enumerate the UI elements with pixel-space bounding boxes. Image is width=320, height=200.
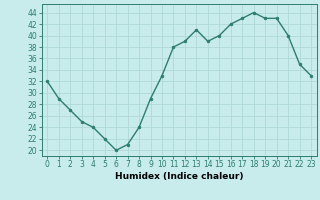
X-axis label: Humidex (Indice chaleur): Humidex (Indice chaleur) (115, 172, 244, 181)
